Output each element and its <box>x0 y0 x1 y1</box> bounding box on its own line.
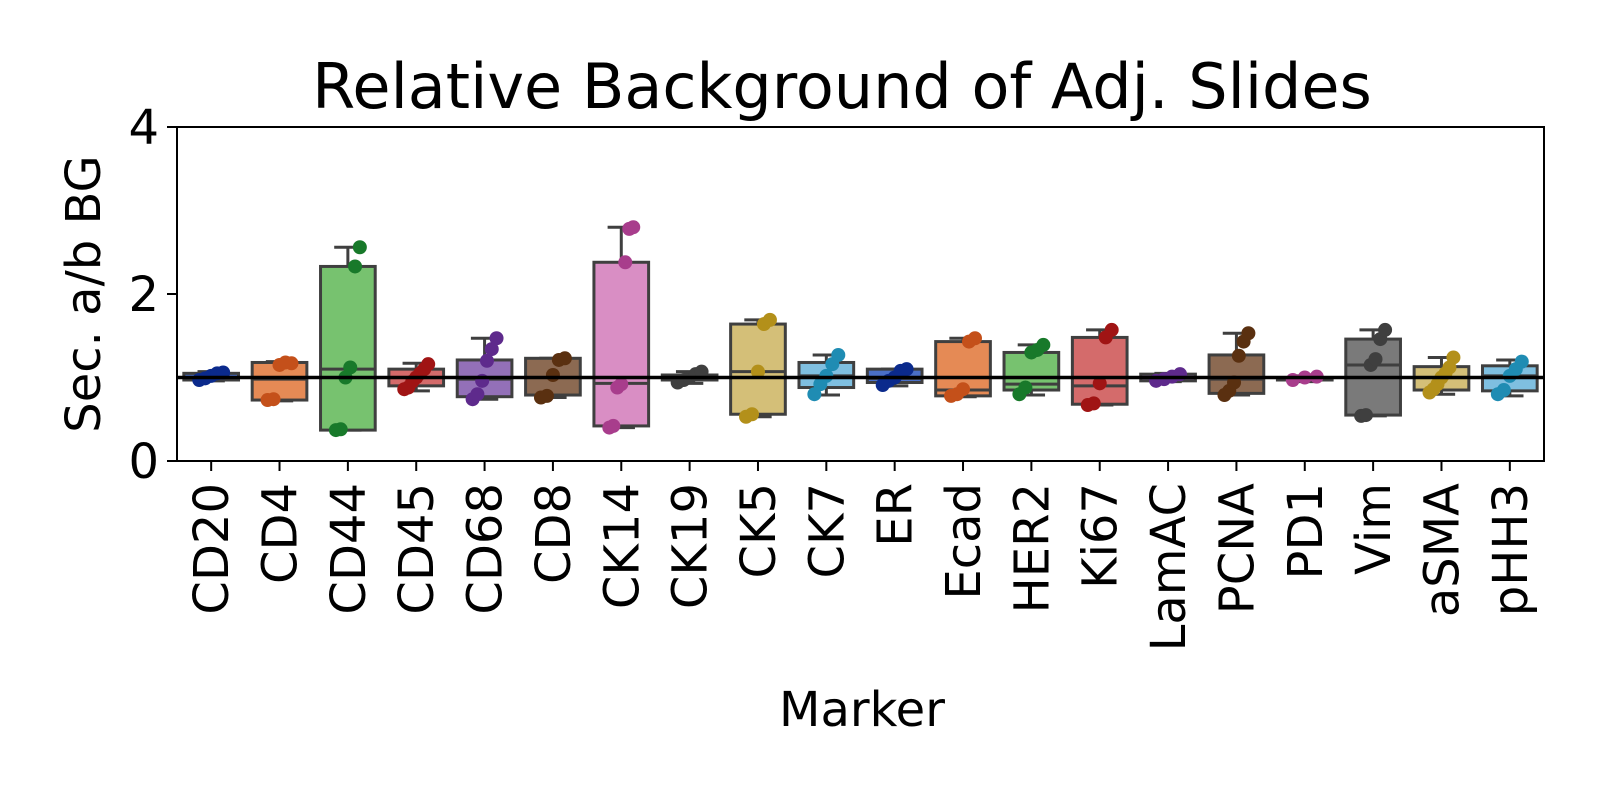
data-point <box>539 388 554 403</box>
data-point <box>1368 352 1383 367</box>
data-point <box>614 377 629 392</box>
x-tick-label-er: ER <box>868 483 924 547</box>
x-tick-label-lamac: LamAC <box>1141 483 1197 651</box>
box-group-ki67 <box>1070 322 1129 413</box>
data-point <box>1285 373 1300 388</box>
data-point <box>343 360 358 375</box>
data-point <box>484 342 499 357</box>
data-point <box>284 356 299 371</box>
x-tick-label-phh3: pHH3 <box>1483 483 1539 616</box>
box-group-ck5 <box>729 312 787 424</box>
x-tick-label-ck19: CK19 <box>663 483 719 609</box>
data-point <box>479 353 494 368</box>
x-axis: CD20 CD4 CD44 CD45 CD68 CD8 CK14 CK19 CK5 CK7 ER Ec… <box>184 461 1539 651</box>
x-tick-label-asma: aSMA <box>1414 483 1470 617</box>
y-axis: 0 2 4 <box>128 100 177 490</box>
box-cd44 <box>319 264 377 432</box>
box-ki67 <box>1070 335 1129 406</box>
box-group-pcna <box>1207 326 1266 403</box>
x-tick-label-pd1: PD1 <box>1278 483 1334 579</box>
data-point <box>1092 376 1107 391</box>
data-point <box>333 422 348 437</box>
x-tick-label-cd4: CD4 <box>253 483 309 584</box>
data-point <box>750 364 765 379</box>
data-point <box>348 259 363 274</box>
data-point <box>489 331 504 346</box>
x-tick-label-her2: HER2 <box>1004 483 1060 613</box>
x-tick-label-ecad: Ecad <box>936 483 992 600</box>
data-point <box>1231 348 1246 363</box>
y-tick-label: 0 <box>128 434 159 490</box>
x-tick-label-pcna: PCNA <box>1209 483 1265 614</box>
data-point <box>1104 322 1119 337</box>
plot-frame <box>176 126 1545 462</box>
box-group-cd68 <box>455 331 514 407</box>
data-point <box>1496 383 1511 398</box>
data-point <box>421 357 436 372</box>
x-tick-label-cd68: CD68 <box>458 483 514 615</box>
box-group-ck14 <box>592 220 651 435</box>
chart-title: Relative Background of Adj. Slides <box>312 50 1372 123</box>
box-group-cd44 <box>319 240 377 438</box>
x-tick-label-ck5: CK5 <box>731 483 787 579</box>
box-group-vim <box>1344 322 1402 423</box>
box-group-her2 <box>1002 337 1061 402</box>
data-point <box>956 382 971 397</box>
box-group-ecad <box>934 331 992 403</box>
data-point <box>545 367 560 382</box>
box-group-cd4 <box>250 355 309 408</box>
box-group-asma <box>1412 350 1471 400</box>
data-point <box>744 407 759 422</box>
x-tick-label-cd44: CD44 <box>321 483 377 615</box>
data-point <box>1086 396 1101 411</box>
data-point <box>831 347 846 362</box>
data-point <box>618 255 633 270</box>
x-tick-label-ck7: CK7 <box>799 483 855 579</box>
data-point <box>1036 337 1051 352</box>
data-point <box>762 312 777 327</box>
x-tick-label-ki67: Ki67 <box>1073 483 1129 589</box>
data-point <box>1241 326 1256 341</box>
data-point <box>266 392 281 407</box>
x-tick-label-cd45: CD45 <box>389 483 445 615</box>
data-point <box>1446 350 1461 365</box>
data-point <box>1378 322 1393 337</box>
data-point <box>694 364 709 379</box>
x-tick-label-ck14: CK14 <box>594 483 650 609</box>
data-point <box>967 331 982 346</box>
data-point <box>1514 354 1529 369</box>
x-axis-label: Marker <box>779 682 945 738</box>
box-group-ck7 <box>797 347 856 402</box>
data-point <box>626 220 641 235</box>
data-point <box>557 351 572 366</box>
data-point <box>1358 408 1373 423</box>
plot-area <box>177 220 1544 438</box>
data-point <box>470 387 485 402</box>
x-tick-label-vim: Vim <box>1346 483 1402 575</box>
data-point <box>1018 380 1033 395</box>
y-tick-label: 4 <box>128 100 159 156</box>
data-point <box>352 240 367 255</box>
x-tick-label-cd8: CD8 <box>526 483 582 584</box>
y-tick-label: 2 <box>128 267 159 323</box>
data-point <box>606 418 621 433</box>
box-ck14 <box>592 260 651 428</box>
data-point <box>899 362 914 377</box>
x-tick-label-cd20: CD20 <box>184 483 240 615</box>
y-axis-label: Sec. a/b BG <box>56 155 112 433</box>
